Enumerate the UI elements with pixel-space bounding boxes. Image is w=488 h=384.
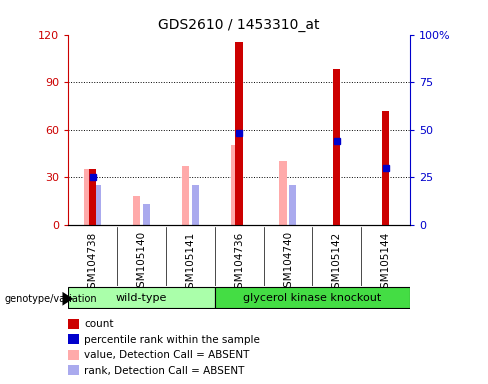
Text: count: count	[84, 319, 113, 329]
Title: GDS2610 / 1453310_at: GDS2610 / 1453310_at	[159, 18, 320, 32]
Bar	[182, 166, 189, 225]
Text: percentile rank within the sample: percentile rank within the sample	[84, 335, 260, 345]
Text: value, Detection Call = ABSENT: value, Detection Call = ABSENT	[84, 350, 249, 360]
Text: GSM104736: GSM104736	[234, 231, 244, 295]
Bar	[143, 204, 150, 225]
Text: GSM105141: GSM105141	[185, 231, 195, 295]
Bar	[84, 169, 92, 225]
Bar	[94, 185, 102, 225]
Bar	[133, 196, 141, 225]
Bar	[333, 70, 340, 225]
Text: GSM105144: GSM105144	[381, 231, 390, 295]
Polygon shape	[62, 292, 73, 306]
FancyBboxPatch shape	[215, 287, 410, 308]
Bar	[191, 185, 199, 225]
Text: rank, Detection Call = ABSENT: rank, Detection Call = ABSENT	[84, 366, 244, 376]
Bar	[235, 43, 243, 225]
FancyBboxPatch shape	[68, 287, 215, 308]
Text: glycerol kinase knockout: glycerol kinase knockout	[243, 293, 382, 303]
Text: GSM105142: GSM105142	[332, 231, 342, 295]
Text: GSM104738: GSM104738	[88, 231, 98, 295]
Bar	[89, 169, 97, 225]
Text: GSM104740: GSM104740	[283, 231, 293, 295]
Text: GSM105140: GSM105140	[137, 231, 146, 295]
Bar	[230, 146, 238, 225]
Text: wild-type: wild-type	[116, 293, 167, 303]
Bar	[289, 185, 296, 225]
Bar	[279, 161, 287, 225]
Text: genotype/variation: genotype/variation	[5, 294, 98, 304]
Bar	[382, 111, 389, 225]
